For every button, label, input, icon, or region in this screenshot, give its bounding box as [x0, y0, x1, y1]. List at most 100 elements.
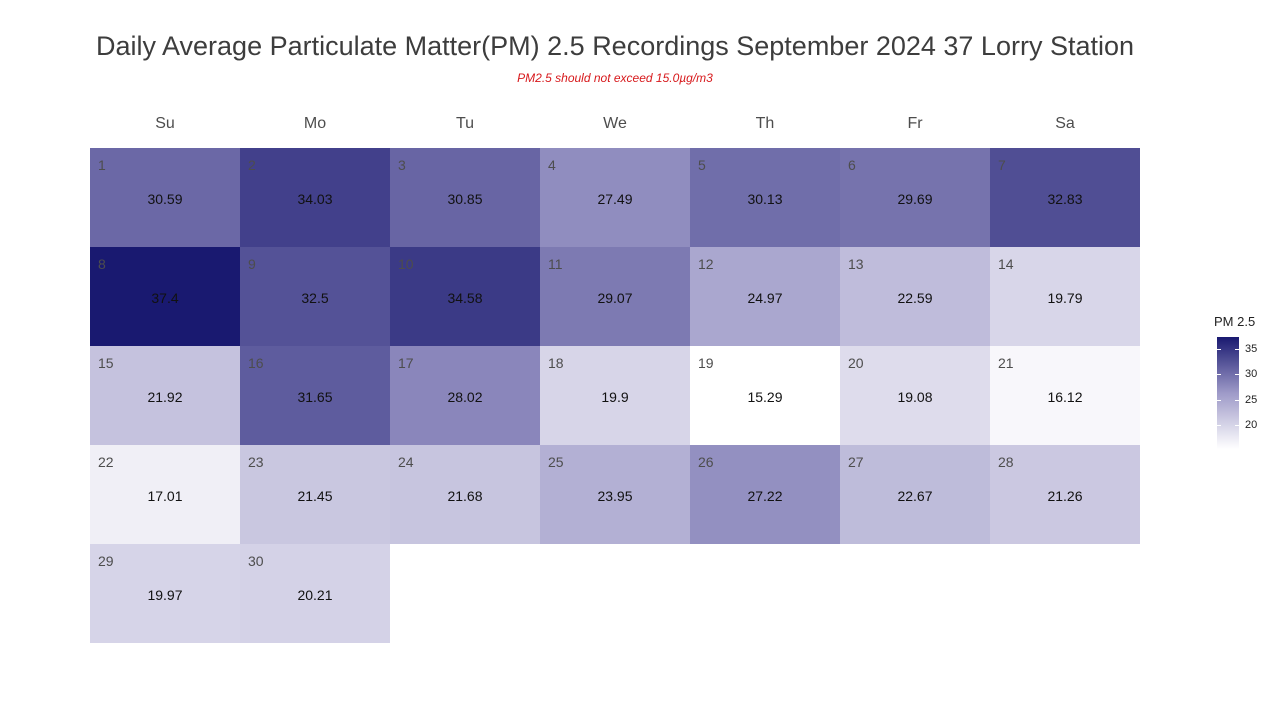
calendar-day-cell: 24 21.68	[390, 445, 540, 544]
pm25-value-label: 19.08	[897, 389, 933, 405]
day-number: 27	[848, 454, 864, 470]
calendar-day-cell: 25 23.95	[540, 445, 690, 544]
calendar-day-cell: 19 15.29	[690, 346, 840, 445]
legend-tick-label: 25	[1245, 393, 1258, 406]
legend-tick-label: 20	[1245, 419, 1258, 432]
pm25-value-label: 16.12	[1047, 389, 1083, 405]
calendar-day-cell: 9 32.5	[240, 247, 390, 346]
pm25-value-label: 17.01	[147, 488, 183, 504]
calendar-day-cell: 20 19.08	[840, 346, 990, 445]
pm25-value-label: 15.29	[747, 389, 783, 405]
day-number: 7	[998, 157, 1006, 173]
calendar-day-cell: 14 19.79	[990, 247, 1140, 346]
calendar-day-cell: 21 16.12	[990, 346, 1140, 445]
calendar-day-cell: 28 21.26	[990, 445, 1140, 544]
calendar-day-cell: 23 21.45	[240, 445, 390, 544]
weekday-label: Tu	[455, 115, 475, 132]
weekday-label: Th	[755, 115, 775, 132]
day-number: 19	[698, 355, 714, 371]
day-number: 24	[398, 454, 414, 470]
pm25-value-label: 29.07	[597, 290, 633, 306]
weekday-label: Su	[155, 115, 175, 132]
color-legend: PM 2.5 20 25 30 35	[1214, 314, 1257, 449]
pm25-value-label: 28.02	[447, 389, 483, 405]
calendar-day-cell: 8 37.4	[90, 247, 240, 346]
pm25-value-label: 19.79	[1047, 290, 1083, 306]
day-number: 13	[848, 256, 864, 272]
pm25-value-label: 20.21	[297, 587, 333, 603]
weekday-label: Fr	[907, 115, 923, 132]
pm25-value-label: 21.26	[1047, 488, 1083, 504]
pm25-value-label: 30.85	[447, 191, 483, 207]
pm25-value-label: 21.68	[447, 488, 483, 504]
weekday-label: Mo	[303, 115, 327, 132]
day-number: 30	[248, 553, 264, 569]
pm25-value-label: 19.97	[147, 587, 183, 603]
day-number: 23	[248, 454, 264, 470]
calendar-day-cell: 12 24.97	[690, 247, 840, 346]
calendar-day-cell: 29 19.97	[90, 544, 240, 643]
day-number: 29	[98, 553, 114, 569]
legend-tick-label: 35	[1245, 343, 1258, 356]
legend-tick-label: 30	[1245, 368, 1258, 381]
day-number: 16	[248, 355, 264, 371]
day-number: 25	[548, 454, 564, 470]
day-number: 12	[698, 256, 714, 272]
day-number: 2	[248, 157, 256, 173]
pm25-value-label: 37.4	[151, 290, 179, 306]
chart-subtitle: PM2.5 should not exceed 15.0µg/m3	[517, 71, 713, 85]
day-number: 18	[548, 355, 564, 371]
pm25-value-label: 19.9	[601, 389, 629, 405]
calendar-day-cell: 5 30.13	[690, 148, 840, 247]
day-number: 26	[698, 454, 714, 470]
day-number: 22	[98, 454, 114, 470]
chart-title: Daily Average Particulate Matter(PM) 2.5…	[95, 31, 1135, 61]
pm25-value-label: 23.95	[597, 488, 633, 504]
day-number: 3	[398, 157, 406, 173]
pm25-value-label: 21.45	[297, 488, 333, 504]
calendar-day-cell: 2 34.03	[240, 148, 390, 247]
calendar-day-cell: 17 28.02	[390, 346, 540, 445]
day-number: 21	[998, 355, 1014, 371]
day-number: 9	[248, 256, 256, 272]
calendar-day-cell: 1 30.59	[90, 148, 240, 247]
pm25-value-label: 27.49	[597, 191, 633, 207]
pm25-value-label: 34.58	[447, 290, 483, 306]
pm25-value-label: 27.22	[747, 488, 783, 504]
calendar-day-cell: 6 29.69	[840, 148, 990, 247]
pm25-value-label: 32.5	[301, 290, 329, 306]
day-number: 17	[398, 355, 414, 371]
calendar-day-cell: 11 29.07	[540, 247, 690, 346]
calendar-day-cell: 3 30.85	[390, 148, 540, 247]
legend-title: PM 2.5	[1214, 314, 1256, 329]
pm25-value-label: 32.83	[1047, 191, 1083, 207]
calendar-day-cell: 16 31.65	[240, 346, 390, 445]
legend-colorbar	[1217, 337, 1239, 449]
pm25-value-label: 22.59	[897, 290, 933, 306]
pm25-value-label: 30.59	[147, 191, 183, 207]
weekday-label: We	[603, 115, 627, 132]
day-number: 5	[698, 157, 706, 173]
day-number: 20	[848, 355, 864, 371]
pm25-value-label: 21.92	[147, 389, 183, 405]
day-number: 28	[998, 454, 1014, 470]
calendar-day-cell: 26 27.22	[690, 445, 840, 544]
day-number: 15	[98, 355, 114, 371]
calendar-day-cell: 18 19.9	[540, 346, 690, 445]
pm25-value-label: 22.67	[897, 488, 933, 504]
day-number: 6	[848, 157, 856, 173]
pm25-value-label: 30.13	[747, 191, 783, 207]
calendar-day-cell: 4 27.49	[540, 148, 690, 247]
pm25-value-label: 24.97	[747, 290, 783, 306]
day-number: 1	[98, 157, 106, 173]
calendar-day-cell: 15 21.92	[90, 346, 240, 445]
calendar-day-cell: 27 22.67	[840, 445, 990, 544]
weekday-label: Sa	[1055, 115, 1075, 132]
calendar-day-cell: 7 32.83	[990, 148, 1140, 247]
day-number: 11	[548, 256, 563, 272]
day-number: 10	[398, 256, 414, 272]
day-number: 8	[98, 256, 106, 272]
calendar-day-cell: 30 20.21	[240, 544, 390, 643]
calendar-day-cell: 22 17.01	[90, 445, 240, 544]
day-number: 4	[548, 157, 556, 173]
